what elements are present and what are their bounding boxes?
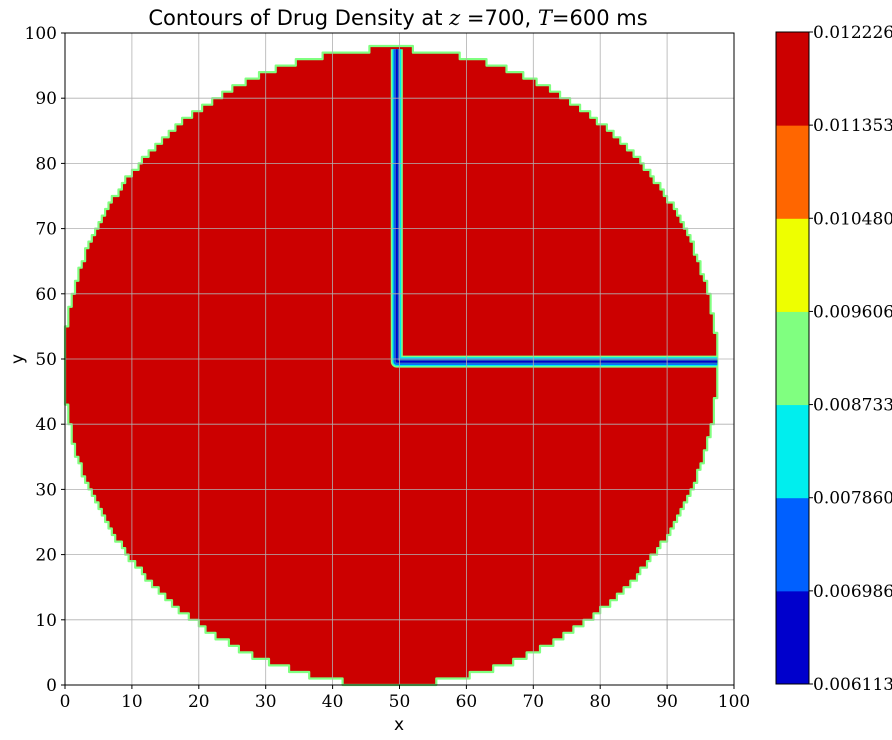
colorbar-tick-label: 0.012226	[813, 23, 892, 43]
y-tick-label: 90	[35, 89, 57, 109]
chart-title-t-symbol: T	[538, 6, 554, 30]
chart-title-z-value: =700,	[460, 6, 538, 30]
x-tick-label: 80	[589, 692, 611, 712]
y-tick-label: 70	[35, 220, 57, 240]
y-tick-label: 10	[35, 611, 57, 631]
colorbar-segment-1	[776, 497, 809, 592]
colorbar-tick-label: 0.009606	[813, 302, 892, 322]
colorbar-tick-label: 0.007860	[813, 489, 892, 509]
colorbar-segment-2	[776, 404, 809, 499]
chart-title-prefix: Contours of Drug Density at	[148, 6, 449, 30]
colorbar-tick-label: 0.006986	[813, 582, 892, 602]
y-tick-label: 60	[35, 285, 57, 305]
y-tick-label: 30	[35, 480, 57, 500]
drug-density-domain	[63, 44, 719, 687]
chart-title-t-value: =600 ms	[552, 6, 648, 30]
y-tick-label: 20	[35, 546, 57, 566]
y-tick-label: 50	[35, 350, 57, 370]
x-tick-label: 90	[656, 692, 678, 712]
x-tick-label: 40	[322, 692, 344, 712]
channel-band-4	[395, 49, 718, 363]
y-tick-label: 80	[35, 154, 57, 174]
x-tick-label: 0	[60, 692, 71, 712]
y-tick-label: 0	[46, 676, 57, 696]
x-tick-label: 70	[522, 692, 544, 712]
colorbar-segment-6	[776, 32, 809, 126]
colorbar-frame	[775, 31, 810, 685]
x-tick-label: 60	[456, 692, 478, 712]
colorbar: 0.006113 0.006986 0.007860 0.008733 0.009606…	[775, 23, 892, 695]
x-axis-label: x	[394, 715, 404, 735]
chart-title-z-symbol: z	[448, 6, 461, 30]
colorbar-tick-label: 0.011353	[813, 116, 892, 136]
x-tick-label: 100	[718, 692, 750, 712]
colorbar-tick-label: 0.008733	[813, 396, 892, 416]
domain-fill	[63, 44, 719, 687]
colorbar-tick-label: 0.006113	[813, 675, 892, 695]
colorbar-segment-4	[776, 218, 809, 312]
x-axis-ticks: 0 10 20 30 40 50 60 70 80 90 100	[60, 685, 750, 712]
colorbar-segment-3	[776, 311, 809, 406]
chart-title: Contours of Drug Density at z =700, T=60…	[148, 6, 647, 30]
x-tick-label: 30	[255, 692, 277, 712]
channel-layer	[390, 49, 718, 368]
x-tick-label: 10	[121, 692, 143, 712]
colorbar-segment-5	[776, 125, 809, 219]
y-tick-label: 40	[35, 415, 57, 435]
y-axis-ticks: 0 10 20 30 40 50 60 70 80 90 100	[25, 24, 65, 696]
y-axis-label: y	[8, 354, 28, 364]
plot-area: 0 10 20 30 40 50 60 70 80 90 100 0 10 20 30 40 50 60 70 80…	[25, 24, 751, 712]
colorbar-segment-0	[776, 590, 809, 685]
y-tick-label: 100	[25, 24, 57, 44]
x-tick-label: 20	[188, 692, 210, 712]
colorbar-tick-label: 0.010480	[813, 209, 892, 229]
x-tick-label: 50	[389, 692, 411, 712]
